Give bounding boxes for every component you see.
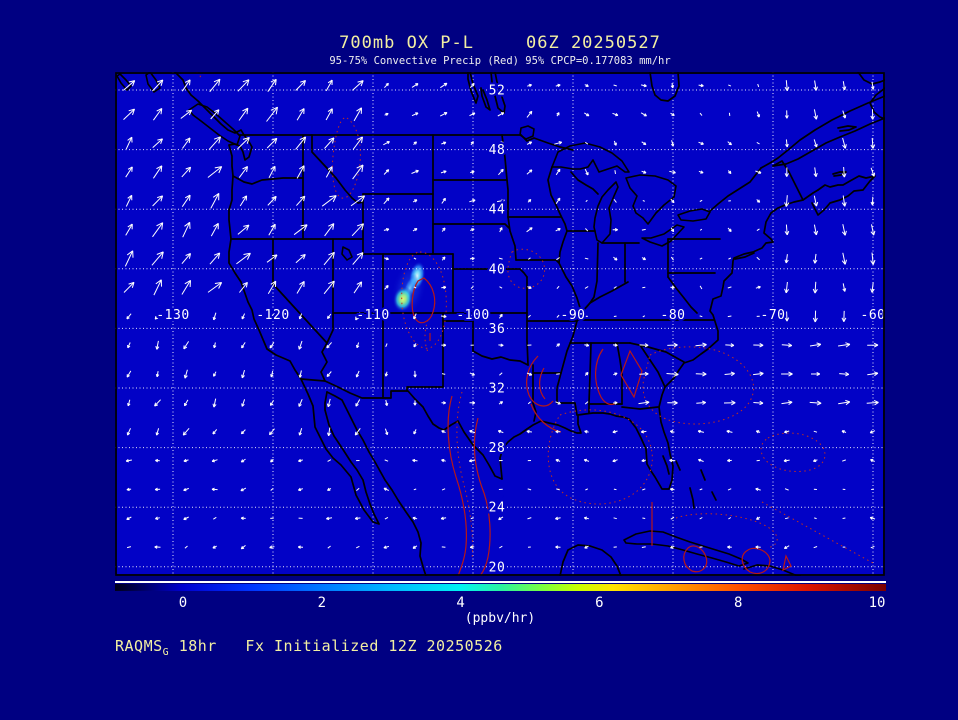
lon-label: -120: [256, 308, 289, 323]
lon-label: -90: [561, 308, 586, 323]
lon-label: -60: [861, 308, 885, 323]
plot-title-time: 06Z 20250527: [526, 33, 661, 53]
colorbar-tick: 10: [868, 595, 886, 611]
plot-title-field: 700mb OX P-L: [339, 33, 474, 53]
lat-label: 40: [489, 262, 506, 277]
colorbar-tick: 8: [733, 595, 743, 611]
lon-label: -100: [456, 308, 489, 323]
convective-precip-contours-layer: [195, 72, 874, 576]
map-canvas: 52 48 44 40 36 32 28 24 20 -130 -120 -110 -100 -90 -80…: [115, 72, 885, 576]
colorbar-top-rule: [115, 581, 886, 583]
colorbar: [115, 584, 886, 591]
lat-label: 20: [489, 560, 506, 575]
lon-label: -70: [761, 308, 786, 323]
model-run-caption: RAQMSG 18hr Fx Initialized 12Z 20250526: [115, 637, 503, 658]
lat-label: 36: [489, 322, 506, 337]
graticule-labels-layer: 52 48 44 40 36 32 28 24 20 -130 -120 -110 -100 -90 -80…: [154, 82, 885, 577]
init-text: 18hr Fx Initialized 12Z 20250526: [169, 637, 503, 655]
plot-title: 700mb OX P-L 06Z 20250527: [115, 33, 885, 53]
ox-plume-blob: [392, 286, 414, 312]
lon-label: -130: [156, 308, 189, 323]
lat-label: 24: [489, 501, 506, 516]
map-panel: 52 48 44 40 36 32 28 24 20 -130 -120 -110 -100 -90 -80…: [115, 72, 885, 576]
colorbar-tick: 2: [317, 595, 327, 611]
lat-label: 48: [489, 143, 506, 158]
wind-vectors-layer: [122, 78, 879, 550]
colorbar-tick: 4: [456, 595, 465, 611]
colorbar-tick: 6: [595, 595, 604, 611]
map-frame: [115, 72, 885, 576]
colorbar-units-label: (ppbv/hr): [464, 611, 536, 626]
colorbar-tick: 0: [178, 595, 188, 611]
plot-subtitle: 95-75% Convective Precip (Red) 95% CPCP=…: [329, 55, 671, 67]
model-name: RAQMS: [115, 637, 163, 655]
lat-label: 44: [489, 203, 506, 218]
lat-label: 28: [489, 441, 506, 456]
basemap-borders-layer: [116, 72, 885, 576]
lon-label: -80: [661, 308, 686, 323]
lat-label: 32: [489, 382, 506, 397]
lon-label: -110: [356, 308, 389, 323]
lat-label: 52: [489, 84, 506, 99]
model-subscript: G: [162, 647, 170, 658]
